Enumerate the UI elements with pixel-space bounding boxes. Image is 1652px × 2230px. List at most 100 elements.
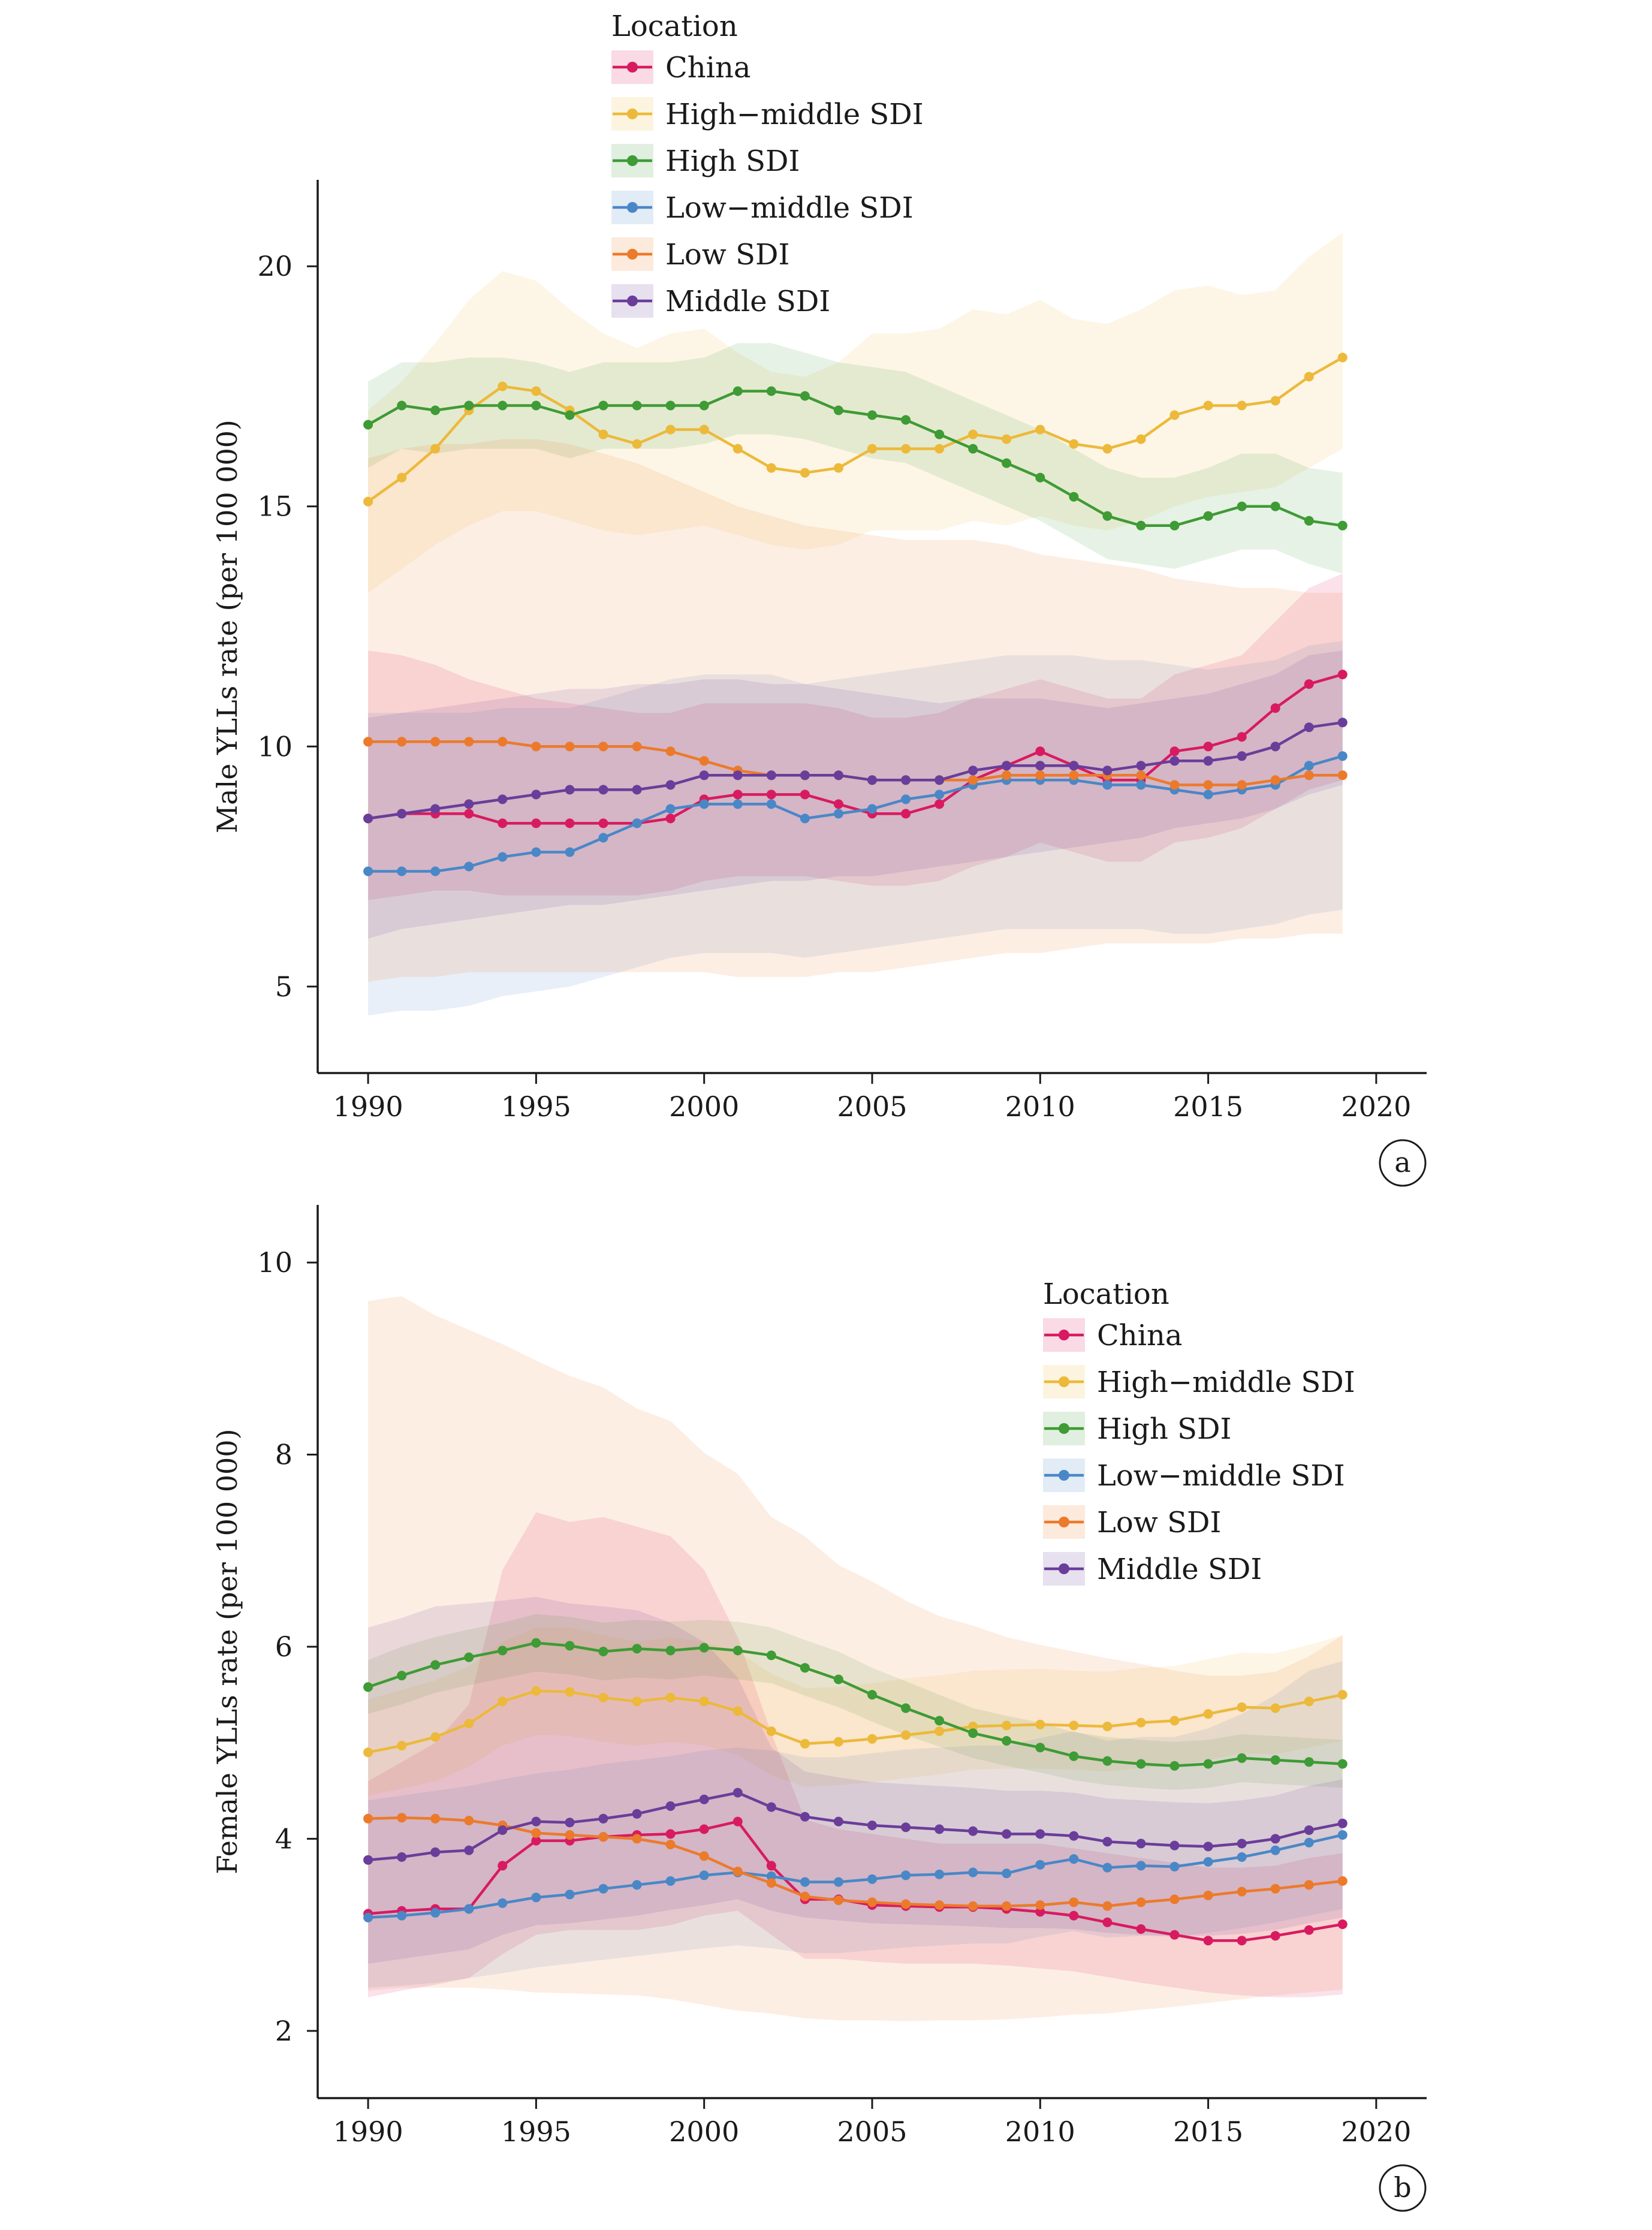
data-point [766,799,776,809]
data-point [565,742,575,752]
data-point [833,809,843,819]
legend-entry-china: China [611,50,751,85]
legend-label: High SDI [665,144,800,178]
series-line-high-middle-sdi [367,356,1343,503]
data-point [430,405,441,415]
data-point [665,813,676,824]
data-point [397,1671,407,1681]
data-point [464,1845,474,1855]
y-tick-label: 8 [275,1439,293,1471]
data-point [901,1870,911,1881]
data-point [1337,1759,1347,1769]
data-point [1203,1759,1213,1769]
data-point [1270,1834,1280,1844]
data-point [1069,1831,1079,1841]
data-point [1270,775,1280,785]
data-point [430,737,441,747]
axes: 1990 1995 2000 2005 2010 2015 2020 5 10 15 20 [257,180,1427,1123]
data-point [901,1822,911,1833]
y-tick-label: 10 [257,730,293,763]
data-point [498,1825,508,1835]
data-point [1203,780,1213,790]
data-point [833,1816,843,1827]
data-point [1169,1930,1180,1940]
data-point [397,1910,407,1921]
x-tick-label: 2000 [669,2116,739,2148]
data-point [498,1898,508,1908]
data-point [1237,732,1247,742]
panel-letter-circle [1379,1139,1427,1187]
data-point [363,1855,373,1865]
data-point [1203,1936,1213,1946]
data-point [1337,1919,1347,1929]
data-point [397,737,407,747]
data-point [732,444,743,454]
data-point [430,1907,441,1918]
series-high-sdi [363,386,1347,531]
data-point [699,1870,709,1881]
data-point [565,1818,575,1828]
legend-entry-high-middle-sdi: High−middle SDI [611,97,924,131]
data-point [800,1891,810,1901]
data-point [766,1726,776,1736]
data-point [1270,501,1280,511]
data-point [565,1687,575,1697]
data-point [498,794,508,804]
legend-swatch-point [1059,1470,1069,1481]
legend-swatch-point [627,62,638,73]
data-point [833,1674,843,1684]
band-high-sdi [368,343,1343,574]
y-tick-label: 10 [257,1246,293,1279]
data-point [699,1851,709,1861]
series-line-middle-sdi [367,721,1343,820]
data-point [498,852,508,862]
data-point [1069,1751,1079,1761]
data-point [1237,780,1247,790]
data-point [800,1738,810,1749]
legend-title: Location [611,10,738,43]
data-point [968,1826,978,1836]
data-point [934,444,945,454]
data-point [867,410,877,420]
data-point [1304,1925,1314,1935]
data-point [598,1692,608,1702]
y-tick-label: 15 [257,490,293,523]
data-point [1035,1860,1045,1870]
data-point [430,1660,441,1670]
data-point [1102,444,1113,454]
panel-a: 1990 1995 2000 2005 2010 2015 2020 5 10 15 20 Male … [211,10,1427,1187]
data-point [699,756,709,766]
band-china [368,1512,1343,1997]
data-point [1304,679,1314,689]
data-point [397,809,407,819]
data-point [867,775,877,785]
legend-swatch-point [627,109,638,119]
data-point [1102,1837,1113,1847]
data-point [632,742,642,752]
data-point [968,1867,978,1878]
data-point [1069,1897,1079,1907]
data-point [464,861,474,872]
series-line-middle-sdi [367,1791,1343,1861]
data-point [565,1830,575,1840]
y-axis-title: Female YLLs rate (per 100 000) [211,1429,243,1874]
legend-entry-low-sdi: Low SDI [611,237,789,272]
data-point [1203,742,1213,752]
data-point [1304,1757,1314,1767]
data-point [397,400,407,411]
data-point [934,789,945,800]
data-point [498,381,508,391]
data-point [363,1813,373,1824]
data-point [1337,352,1347,363]
series-middle-sdi [363,718,1347,824]
data-point [901,1703,911,1713]
series-low-sdi [363,1813,1347,1911]
data-point [1337,1830,1347,1840]
data-point [397,1852,407,1862]
band-middle-sdi [368,650,1343,939]
data-point [1169,410,1180,420]
data-point [363,496,373,507]
data-point [363,1912,373,1922]
data-point [1102,1901,1113,1911]
